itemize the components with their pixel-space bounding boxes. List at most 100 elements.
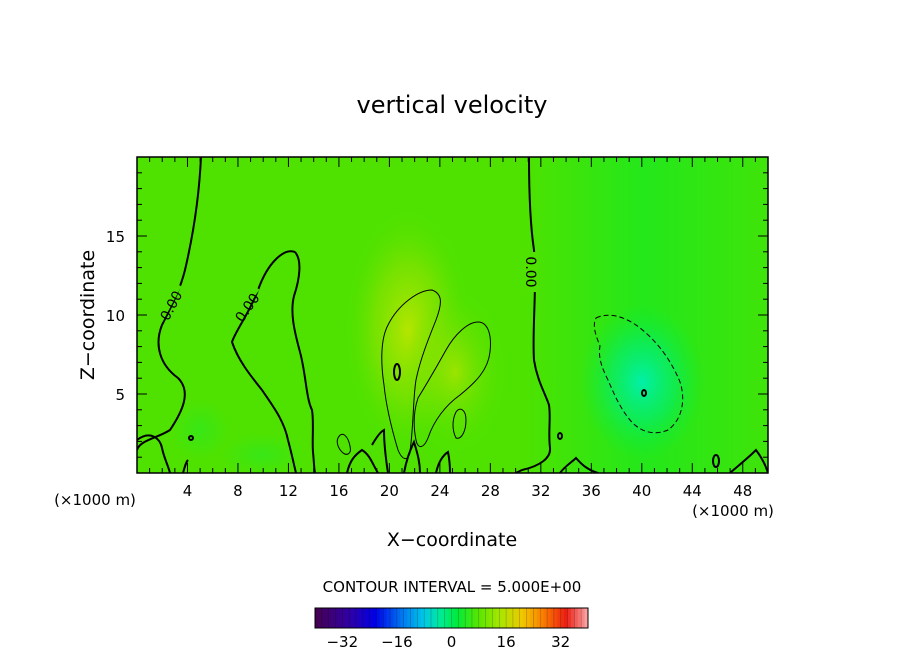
colorbar-swatch	[495, 608, 500, 628]
colorbar-swatch	[390, 608, 394, 628]
colorbar-swatch	[574, 608, 579, 628]
x-axis-label: X−coordinate	[387, 529, 517, 551]
x-tick-label: 48	[733, 482, 752, 500]
colorbar-tick-label: −32	[326, 633, 358, 651]
colorbar-swatch	[509, 608, 514, 628]
colorbar-swatch	[482, 608, 487, 628]
y-tick-labels: 5 10 15	[106, 228, 125, 404]
colorbar-swatch	[407, 608, 411, 628]
colorbar-swatch	[403, 608, 408, 628]
colorbar-swatch	[369, 608, 374, 628]
colorbar-swatch	[379, 608, 384, 628]
colorbar-swatch	[519, 608, 524, 628]
colorbar-swatch	[325, 608, 330, 628]
x-unit-right: (×1000 m)	[692, 502, 774, 520]
x-tick-label: 4	[183, 482, 193, 500]
x-tick-label: 36	[582, 482, 601, 500]
colorbar-swatch	[468, 608, 473, 628]
y-tick-label: 15	[106, 228, 125, 246]
zero-contour-left-edge-hook	[137, 434, 189, 473]
colorbar-swatch	[516, 608, 521, 628]
colorbar-swatch	[349, 608, 353, 628]
colorbar-swatch	[437, 608, 442, 628]
colorbar-swatch	[461, 608, 466, 628]
colorbar-swatch	[342, 608, 347, 628]
colorbar-swatch	[584, 608, 589, 628]
colorbar-swatch	[581, 608, 585, 628]
colorbar-tick-label: 0	[447, 633, 457, 651]
colorbar-swatch	[485, 608, 490, 628]
colorbar-swatch	[458, 608, 463, 628]
colorbar-swatch	[577, 608, 582, 628]
x-unit-left: (×1000 m)	[54, 491, 136, 509]
colorbar-swatch	[506, 608, 510, 628]
colorbar-frame	[314, 607, 589, 629]
colorbar-tick-labels: −32 −16 0 16 32	[326, 633, 570, 651]
colorbar-swatch	[502, 608, 507, 628]
zero-contour-bottom-wiggles	[346, 428, 768, 473]
colorbar-swatch	[451, 608, 456, 628]
zero-contour-left	[137, 157, 202, 451]
positive-contour-small-2	[452, 408, 467, 439]
x-tick-label: 44	[683, 482, 702, 500]
colorbar-swatch	[413, 608, 418, 628]
colorbar-swatch	[318, 608, 323, 628]
colorbar-swatch	[383, 608, 388, 628]
heatmap-soft-spot-1	[220, 433, 304, 473]
colorbar-swatch	[533, 608, 538, 628]
x-tick-label: 28	[481, 482, 500, 500]
colorbar-swatch	[335, 608, 340, 628]
zero-contour-islet-5	[641, 389, 647, 397]
colorbar-swatch	[478, 608, 483, 628]
colorbar-swatch	[424, 608, 429, 628]
x-tick-label: 8	[233, 482, 243, 500]
zero-contour-islet-3	[712, 454, 720, 468]
colorbar-tick-label: 32	[551, 633, 570, 651]
colorbar-swatch	[547, 608, 551, 628]
colorbar-swatch	[499, 608, 504, 628]
colorbar-swatch	[393, 608, 398, 628]
colorbar-swatch	[359, 608, 364, 628]
colorbar-swatch	[427, 608, 432, 628]
colorbar-swatch	[529, 608, 534, 628]
colorbar-swatch	[420, 608, 425, 628]
colorbar-swatch	[550, 608, 555, 628]
colorbar-tick-label: 16	[497, 633, 516, 651]
colorbar-swatch	[315, 608, 319, 628]
colorbar-swatch	[454, 608, 459, 628]
colorbar-swatch	[321, 608, 326, 628]
positive-contour-small-1	[336, 433, 351, 455]
heatmap-downdraft-glow	[580, 304, 704, 460]
colorbar-swatch	[373, 608, 377, 628]
x-tick-label: 32	[531, 482, 550, 500]
colorbar-swatch	[396, 608, 401, 628]
chart-title: vertical velocity	[357, 91, 548, 119]
positive-contour-updraft-1	[381, 289, 441, 459]
colorbar-swatch	[431, 608, 435, 628]
colorbar	[314, 607, 589, 629]
colorbar-swatch	[444, 608, 449, 628]
colorbar-swatch	[543, 608, 548, 628]
colorbar-swatch	[570, 608, 575, 628]
axis-ticks	[137, 157, 768, 473]
colorbar-swatch	[475, 608, 480, 628]
colorbar-swatch	[386, 608, 391, 628]
zero-contour-right	[514, 157, 552, 473]
heatmap-soft-spot-2	[170, 400, 230, 460]
colorbar-swatch	[376, 608, 381, 628]
x-tick-label: 12	[279, 482, 298, 500]
colorbar-swatch	[560, 608, 565, 628]
colorbar-swatch	[410, 608, 415, 628]
heatmap-updraft-glow-2	[405, 292, 505, 452]
contour-lines	[137, 157, 768, 473]
colorbar-swatch	[448, 608, 452, 628]
positive-contour-updraft-2	[413, 321, 491, 447]
colorbar-swatch	[512, 608, 517, 628]
contour-label-bg-2	[223, 280, 260, 323]
contour-interval-text: CONTOUR INTERVAL = 5.000E+00	[323, 578, 582, 596]
contour-label-3: 0.00	[522, 256, 538, 287]
x-tick-label: 40	[632, 482, 651, 500]
colorbar-swatch	[355, 608, 360, 628]
x-tick-label: 24	[430, 482, 449, 500]
zero-contour-second	[230, 250, 316, 473]
